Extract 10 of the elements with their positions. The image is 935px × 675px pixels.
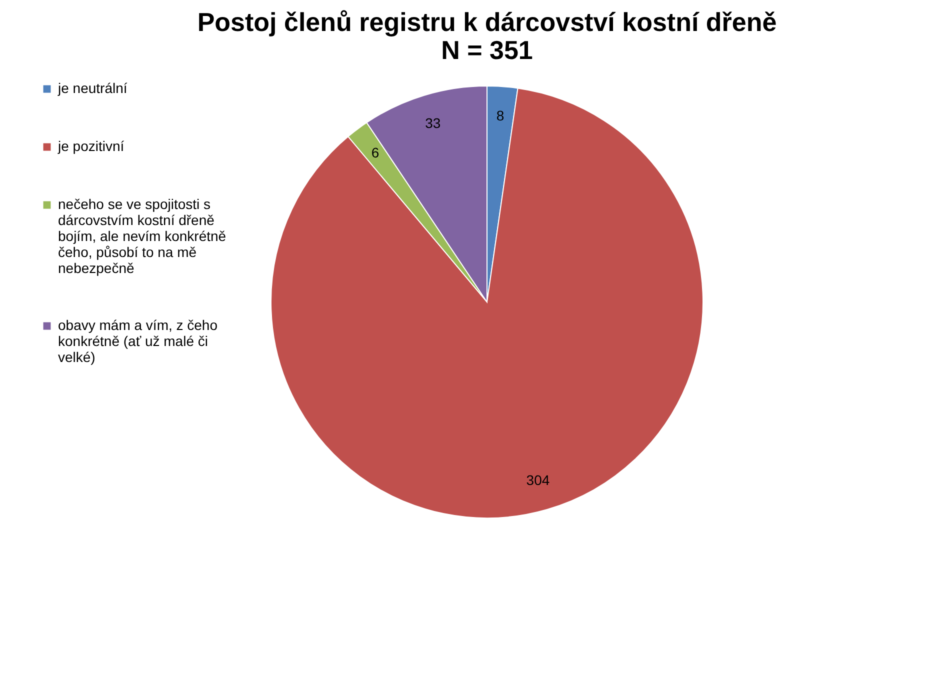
data-label: 33 bbox=[425, 115, 441, 132]
legend-label: obavy mám a vím, z čeho konkrétně (ať už malé či velké) bbox=[58, 317, 218, 365]
chart-title: Postoj členů registru k dárcovství kostní dřeně N = 351 bbox=[197, 7, 777, 65]
pie-slice bbox=[270, 88, 704, 518]
legend-label: je neutrální bbox=[57, 80, 128, 96]
data-label: 6 bbox=[371, 144, 380, 160]
data-label: 8 bbox=[496, 107, 504, 124]
legend-label: je pozitivní bbox=[57, 138, 124, 154]
legend-label: nečeho se ve spojitosti s dárcovstvím kostní dřeně bojím, ale nevím konkrétně čeho, působí to na mě nebezpečně bbox=[58, 196, 226, 276]
data-label: 304 bbox=[526, 472, 550, 488]
